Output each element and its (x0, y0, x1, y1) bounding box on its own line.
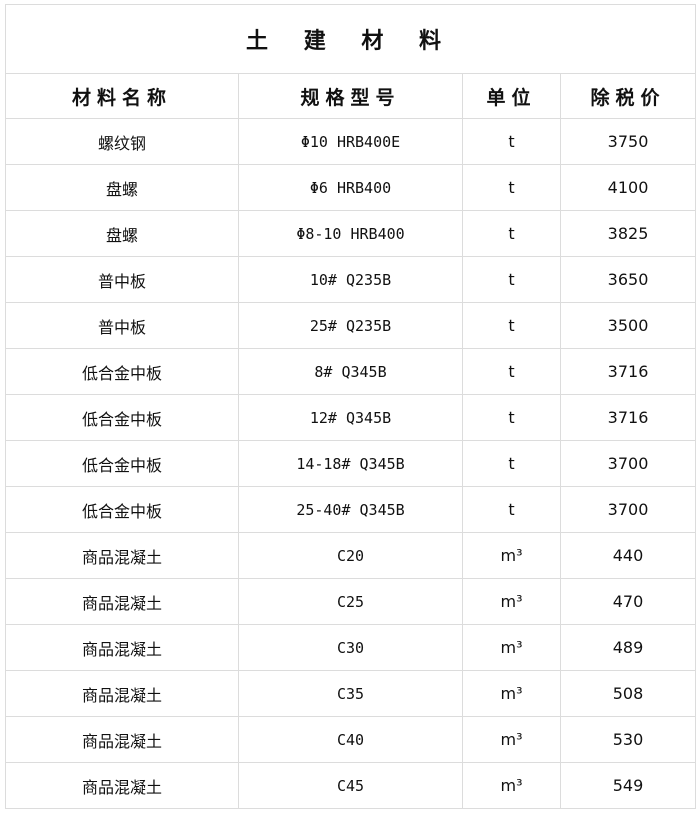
material-name-cell: 螺纹钢 (5, 118, 239, 165)
header-spec: 规格型号 (238, 73, 463, 119)
spec-cell: C35 (238, 670, 463, 717)
spec-cell: C40 (238, 716, 463, 763)
unit-cell: m³ (462, 762, 561, 809)
spec-cell: C25 (238, 578, 463, 625)
material-name-cell: 普中板 (5, 302, 239, 349)
spec-cell: 8# Q345B (238, 348, 463, 395)
table-row: 普中板 10# Q235B t 3650 (5, 256, 697, 303)
price-cell: 3700 (559, 440, 697, 487)
table-row: 商品混凝土 C35 m³ 508 (5, 670, 697, 717)
spec-cell: C20 (238, 532, 463, 579)
spec-cell: 10# Q235B (238, 256, 463, 303)
spec-cell: 25-40# Q345B (238, 486, 463, 533)
unit-cell: m³ (462, 670, 561, 717)
spec-cell: 25# Q235B (238, 302, 463, 349)
price-cell: 470 (559, 578, 697, 625)
unit-cell: t (462, 440, 561, 487)
unit-cell: t (462, 302, 561, 349)
material-name-cell: 低合金中板 (5, 486, 239, 533)
table-row: 商品混凝土 C25 m³ 470 (5, 578, 697, 625)
table-row: 盘螺 Φ8-10 HRB400 t 3825 (5, 210, 697, 257)
material-name-cell: 商品混凝土 (5, 762, 239, 809)
table-row: 螺纹钢 Φ10 HRB400E t 3750 (5, 118, 697, 165)
table-row: 低合金中板 14-18# Q345B t 3700 (5, 440, 697, 487)
price-cell: 3700 (559, 486, 697, 533)
material-name-cell: 盘螺 (5, 164, 239, 211)
unit-cell: m³ (462, 716, 561, 763)
price-cell: 530 (559, 716, 697, 763)
price-cell: 440 (559, 532, 697, 579)
table-row: 商品混凝土 C40 m³ 530 (5, 716, 697, 763)
unit-cell: t (462, 164, 561, 211)
price-cell: 4100 (559, 164, 697, 211)
price-cell: 3650 (559, 256, 697, 303)
material-name-cell: 商品混凝土 (5, 578, 239, 625)
material-name-cell: 商品混凝土 (5, 670, 239, 717)
unit-cell: m³ (462, 578, 561, 625)
unit-cell: t (462, 394, 561, 441)
material-name-cell: 低合金中板 (5, 394, 239, 441)
price-cell: 549 (559, 762, 697, 809)
materials-table: 土 建 材 料 材料名称 规格型号 单位 除税价 螺纹钢 Φ10 HRB400E t… (4, 4, 697, 809)
spec-cell: C45 (238, 762, 463, 809)
material-name-cell: 低合金中板 (5, 440, 239, 487)
price-cell: 489 (559, 624, 697, 671)
unit-cell: m³ (462, 624, 561, 671)
price-cell: 3750 (559, 118, 697, 165)
unit-cell: t (462, 118, 561, 165)
material-name-cell: 低合金中板 (5, 348, 239, 395)
unit-cell: m³ (462, 532, 561, 579)
header-name: 材料名称 (5, 73, 239, 119)
table-row: 低合金中板 12# Q345B t 3716 (5, 394, 697, 441)
spec-cell: 12# Q345B (238, 394, 463, 441)
spec-cell: Φ8-10 HRB400 (238, 210, 463, 257)
header-price: 除税价 (559, 73, 697, 119)
price-cell: 3716 (559, 348, 697, 395)
table-row: 商品混凝土 C30 m³ 489 (5, 624, 697, 671)
table-title: 土 建 材 料 (4, 4, 697, 74)
spec-cell: Φ6 HRB400 (238, 164, 463, 211)
price-cell: 508 (559, 670, 697, 717)
price-cell: 3716 (559, 394, 697, 441)
unit-cell: t (462, 210, 561, 257)
table-row: 低合金中板 25-40# Q345B t 3700 (5, 486, 697, 533)
spec-cell: C30 (238, 624, 463, 671)
price-cell: 3500 (559, 302, 697, 349)
material-name-cell: 商品混凝土 (5, 624, 239, 671)
table-row: 商品混凝土 C45 m³ 549 (5, 762, 697, 809)
material-name-cell: 商品混凝土 (5, 532, 239, 579)
table-row: 普中板 25# Q235B t 3500 (5, 302, 697, 349)
header-unit: 单位 (462, 73, 561, 119)
unit-cell: t (462, 256, 561, 303)
spec-cell: 14-18# Q345B (238, 440, 463, 487)
unit-cell: t (462, 348, 561, 395)
unit-cell: t (462, 486, 561, 533)
price-cell: 3825 (559, 210, 697, 257)
table-row: 商品混凝土 C20 m³ 440 (5, 532, 697, 579)
table-row: 低合金中板 8# Q345B t 3716 (5, 348, 697, 395)
spec-cell: Φ10 HRB400E (238, 118, 463, 165)
material-name-cell: 盘螺 (5, 210, 239, 257)
material-name-cell: 商品混凝土 (5, 716, 239, 763)
material-name-cell: 普中板 (5, 256, 239, 303)
table-row: 盘螺 Φ6 HRB400 t 4100 (5, 164, 697, 211)
